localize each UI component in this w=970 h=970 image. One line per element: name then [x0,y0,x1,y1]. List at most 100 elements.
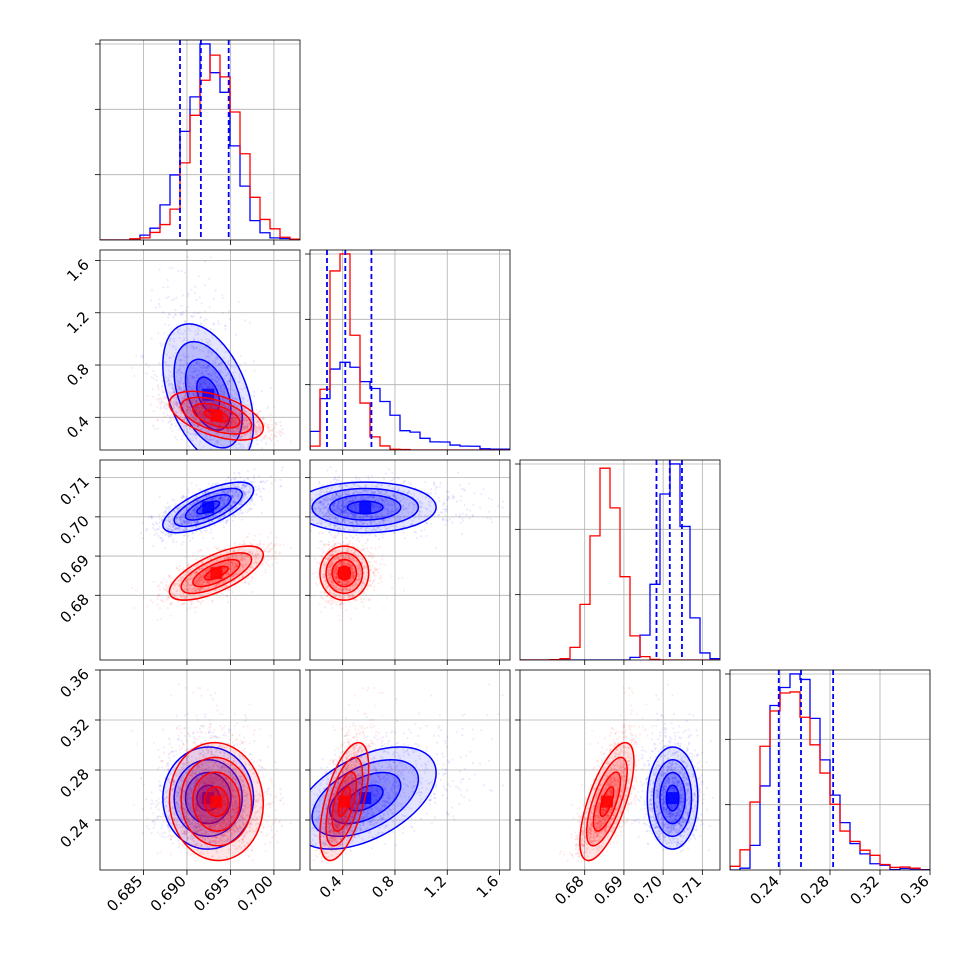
sample-point [178,386,181,389]
sample-point [217,377,220,380]
sample-point [235,421,238,424]
sample-point [219,424,222,427]
sample-point [236,419,239,422]
sample-point [160,401,163,404]
sample-point [195,405,198,409]
sample-point [202,373,205,377]
sample-point [211,378,214,381]
sample-point [208,277,211,280]
sample-point [196,375,199,378]
sample-point [201,371,204,375]
sample-point [243,424,246,428]
sample-point [169,426,172,429]
sample-point [197,362,201,365]
sample-point [178,359,181,362]
sample-point [187,408,190,411]
sample-point [200,383,203,386]
sample-point [231,413,234,416]
sample-point [242,419,245,422]
sample-point [211,386,214,389]
sample-point [203,416,206,419]
sample-point [238,364,241,367]
sample-point [184,402,187,405]
sample-point [212,328,215,331]
sample-point [262,437,265,440]
sample-point [196,411,199,414]
sample-point [236,412,239,416]
sample-point [185,361,188,365]
sample-point [158,302,161,306]
sample-point [204,382,207,385]
sample-point [188,415,191,418]
sample-point [167,407,170,410]
sample-point [226,372,229,375]
sample-point [158,525,161,528]
sample-point [192,376,195,379]
sample-point [206,373,209,376]
sample-point [237,430,240,433]
sample-point [197,329,200,332]
sample-point [207,350,210,353]
sample-point [179,377,182,380]
sample-point [184,424,187,427]
sample-point [226,445,229,448]
sample-point [198,432,201,435]
sample-point [223,452,225,454]
sample-point [152,395,155,398]
panel-content [100,460,300,660]
sample-point [178,336,181,340]
sample-point [247,443,250,446]
sample-point [210,406,213,409]
sample-point [187,402,190,405]
histogram-blue [310,361,510,450]
sample-point [192,392,195,395]
sample-point [200,302,203,305]
sample-point [167,391,170,394]
sample-point [182,385,186,388]
sample-point [155,379,158,382]
sample-point [161,389,164,392]
sample-point [230,393,233,396]
sample-point [195,346,198,349]
sample-point [165,407,168,410]
sample-point [198,296,201,299]
sample-point [246,477,250,480]
sample-point [147,515,150,519]
sample-point [167,382,171,386]
sample-point [233,477,236,480]
sample-point [176,370,179,373]
sample-point [211,372,214,375]
sample-point [201,409,204,412]
sample-point [238,373,241,376]
sample-point [161,384,164,387]
sample-point [194,379,197,382]
sample-point [183,428,186,431]
sample-point [215,375,218,379]
sample-point [175,404,178,407]
sample-point [260,435,263,438]
sample-point [190,482,193,485]
sample-point [163,360,166,363]
sample-point [168,382,171,385]
sample-point [231,401,234,404]
sample-point [207,386,210,389]
sample-point [275,431,279,434]
sample-point [160,399,163,402]
sample-point [179,365,182,368]
sample-point [209,425,212,428]
sample-point [203,379,206,383]
sample-point [182,354,185,357]
sample-point [222,398,225,401]
sample-point [201,414,204,417]
sample-point [227,440,230,443]
sample-point [174,345,177,348]
sample-point [179,364,182,367]
sample-point [199,384,202,387]
sample-point [241,427,244,430]
sample-point [178,374,181,377]
sample-point [224,324,227,328]
sample-point [195,417,199,420]
sample-point [162,391,165,394]
sample-point [158,305,161,308]
